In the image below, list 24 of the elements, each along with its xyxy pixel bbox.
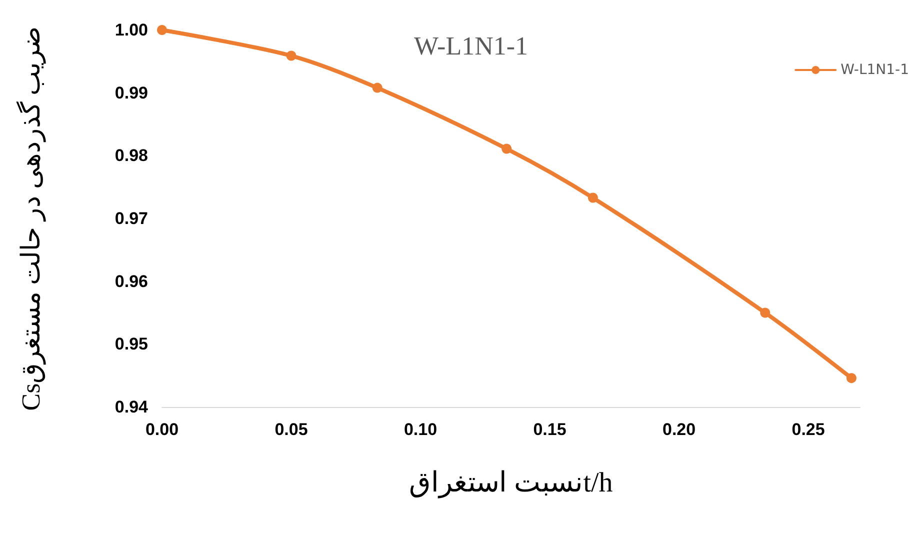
x-tick-label: 0.05 [274,420,308,439]
point [588,192,598,203]
x-tick-label: 0.20 [662,420,696,439]
y-tick-label: 0.97 [114,209,148,228]
x-axis-title: نسبت استغراقt/h [409,468,613,498]
point [286,50,296,61]
y-tick-label: 0.99 [114,83,148,102]
y-tick-label: 1.00 [114,20,148,40]
legend-label: W-L1N1-1 [840,62,909,78]
y-axis-title: Csضریب گذردهی در حالت مستغرق [16,26,46,411]
x-tick-label: 0.10 [404,420,438,439]
point [760,308,770,318]
x-tick-label: 0.00 [145,420,179,439]
y-tick-label: 0.96 [114,272,148,291]
point [372,82,382,93]
y-tick-label: 0.95 [114,334,148,354]
chart-title: W-L1N1-1 [414,32,528,60]
x-tick-label: 0.15 [533,420,566,439]
y-tick-label: 0.94 [114,398,149,416]
point [157,25,167,35]
point [846,373,856,384]
y-tick-label: 0.98 [114,146,148,166]
x-tick-label: 0.25 [792,420,825,439]
point [502,144,512,154]
